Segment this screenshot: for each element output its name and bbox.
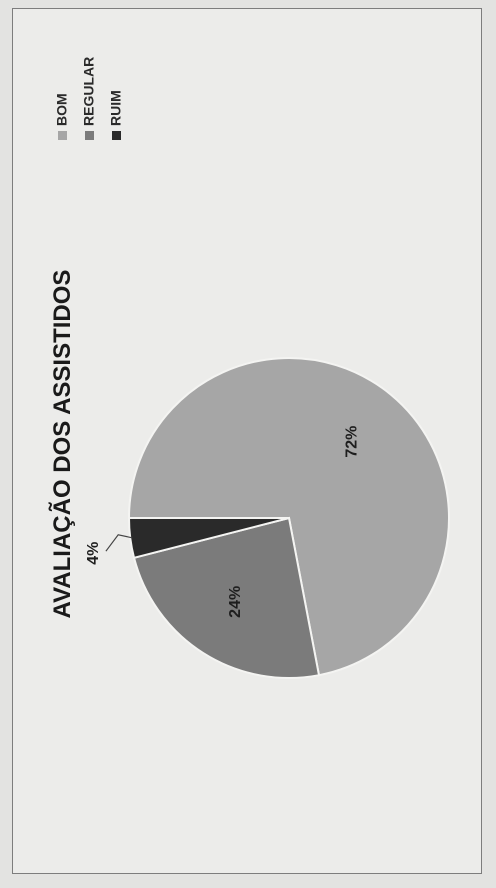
legend-swatch-ruim [112,131,121,140]
legend-label-bom: BOM [54,93,70,126]
pie-label-regular: 24% [227,586,244,618]
legend-label-regular: REGULAR [81,57,97,126]
legend: BOM REGULAR RUIM [54,57,124,140]
chart-title: AVALIAÇÃO DOS ASSISTIDOS [48,270,76,619]
legend-swatch-bom [58,131,67,140]
pie-slices [127,357,450,679]
pie-slice-ruim [127,517,290,560]
legend-swatch-regular [85,131,94,140]
pie-slice-regular [132,516,321,679]
pie-data-labels: 72% 24% 4% [85,426,360,618]
pie-label-ruim: 4% [85,542,102,565]
pie-label-leader-ruim [105,534,133,552]
pie-label-bom: 72% [343,426,360,458]
legend-label-ruim: RUIM [108,90,124,126]
pie-slice-bom [127,357,450,677]
